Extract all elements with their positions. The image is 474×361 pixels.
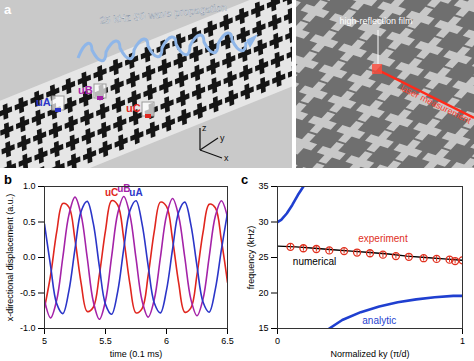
svg-text:uA: uA [36, 96, 51, 108]
svg-text:30: 30 [258, 217, 268, 227]
svg-text:uC: uC [126, 102, 141, 114]
svg-text:0.0: 0.0 [23, 252, 36, 262]
svg-text:20: 20 [258, 288, 268, 298]
svg-text:high-reflection film: high-reflection film [339, 16, 412, 26]
svg-text:35: 35 [258, 181, 268, 191]
svg-text:0: 0 [275, 336, 280, 346]
html-text:c: c [241, 172, 249, 187]
svg-text:-0.5: -0.5 [20, 288, 36, 298]
svg-text:25 kHz S0 wave propagation: 25 kHz S0 wave propagation [99, 2, 227, 26]
svg-text:5.5: 5.5 [99, 336, 112, 346]
svg-text:analytic: analytic [362, 315, 396, 326]
svg-text:z: z [202, 123, 207, 133]
svg-text:x: x [224, 153, 229, 163]
svg-text:6: 6 [164, 336, 169, 346]
svg-text:-1.0: -1.0 [20, 323, 36, 333]
svg-text:numerical: numerical [293, 256, 336, 267]
svg-text:1.0: 1.0 [23, 181, 36, 191]
html-text:b: b [4, 172, 12, 187]
svg-text:15: 15 [258, 323, 268, 333]
svg-text:uB: uB [78, 84, 93, 96]
svg-text:experiment: experiment [358, 233, 408, 244]
svg-text:5: 5 [42, 336, 47, 346]
html-text:a: a [4, 2, 12, 17]
svg-text:25: 25 [258, 252, 268, 262]
svg-text:x-directional displacement (a.: x-directional displacement (a.u.) [5, 194, 15, 322]
html-text:uCuB: uCuB [104, 182, 131, 198]
svg-text:laser measurement: laser measurement [399, 83, 473, 126]
svg-text:1: 1 [460, 336, 465, 346]
svg-text:uA: uA [129, 187, 142, 198]
svg-text:time (0.1 ms): time (0.1 ms) [110, 349, 163, 359]
svg-text:Normalized ky (π/d): Normalized ky (π/d) [330, 349, 409, 359]
svg-text:frequency (kHz): frequency (kHz) [246, 226, 256, 290]
svg-text:6.5: 6.5 [221, 336, 234, 346]
svg-text:y: y [220, 133, 225, 143]
svg-text:0.5: 0.5 [23, 217, 36, 227]
